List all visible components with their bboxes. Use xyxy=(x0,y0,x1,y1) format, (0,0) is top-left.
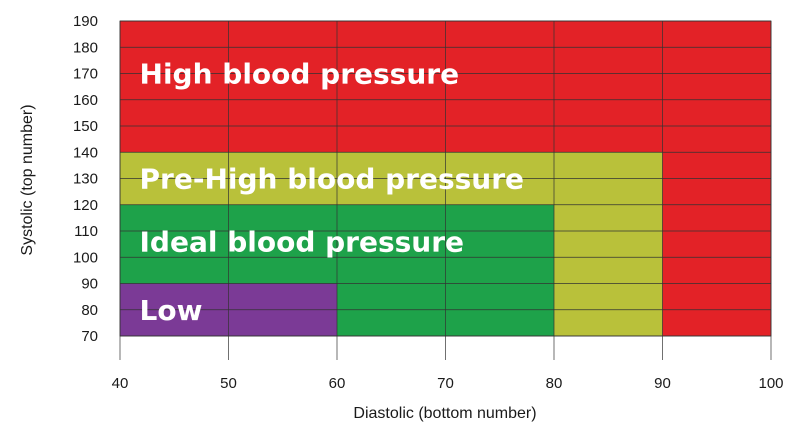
x-tick-label: 90 xyxy=(654,375,671,392)
y-tick-label: 170 xyxy=(73,66,98,83)
y-tick-label: 130 xyxy=(73,171,98,188)
grid-lines xyxy=(119,20,772,360)
y-tick-label: 100 xyxy=(73,249,98,266)
x-tick-label: 40 xyxy=(112,375,129,392)
plot-border xyxy=(119,20,772,337)
zone-label-low: Low xyxy=(140,294,203,327)
y-tick-label: 80 xyxy=(81,302,98,319)
zone-label-ideal: Ideal blood pressure xyxy=(140,226,465,259)
y-tick-label: 190 xyxy=(73,13,98,30)
y-tick-label: 110 xyxy=(74,223,98,240)
zone-label-high: High blood pressure xyxy=(140,58,460,91)
y-tick-label: 90 xyxy=(81,276,98,293)
y-axis-ticks: 70 80 90 100 110 120 130 140 150 160 170 180 190 xyxy=(73,13,98,345)
zone-labels: High blood pressure Pre-High blood pressu… xyxy=(140,58,525,327)
x-axis-ticks: 40 50 60 70 80 90 100 xyxy=(112,375,784,392)
x-tick-label: 70 xyxy=(437,375,454,392)
y-tick-label: 70 xyxy=(81,328,98,345)
y-tick-label: 160 xyxy=(73,92,98,109)
x-tick-label: 80 xyxy=(546,375,563,392)
y-tick-label: 140 xyxy=(73,144,98,161)
x-tick-label: 60 xyxy=(329,375,346,392)
y-axis-title: Systolic (top number) xyxy=(19,104,36,255)
x-tick-label: 100 xyxy=(758,375,783,392)
x-axis-title: Diastolic (bottom number) xyxy=(353,405,536,422)
y-tick-label: 120 xyxy=(73,197,98,214)
y-tick-label: 180 xyxy=(73,39,98,56)
x-tick-label: 50 xyxy=(220,375,237,392)
y-tick-label: 150 xyxy=(73,118,98,135)
zone-label-prehigh: Pre-High blood pressure xyxy=(140,163,525,196)
